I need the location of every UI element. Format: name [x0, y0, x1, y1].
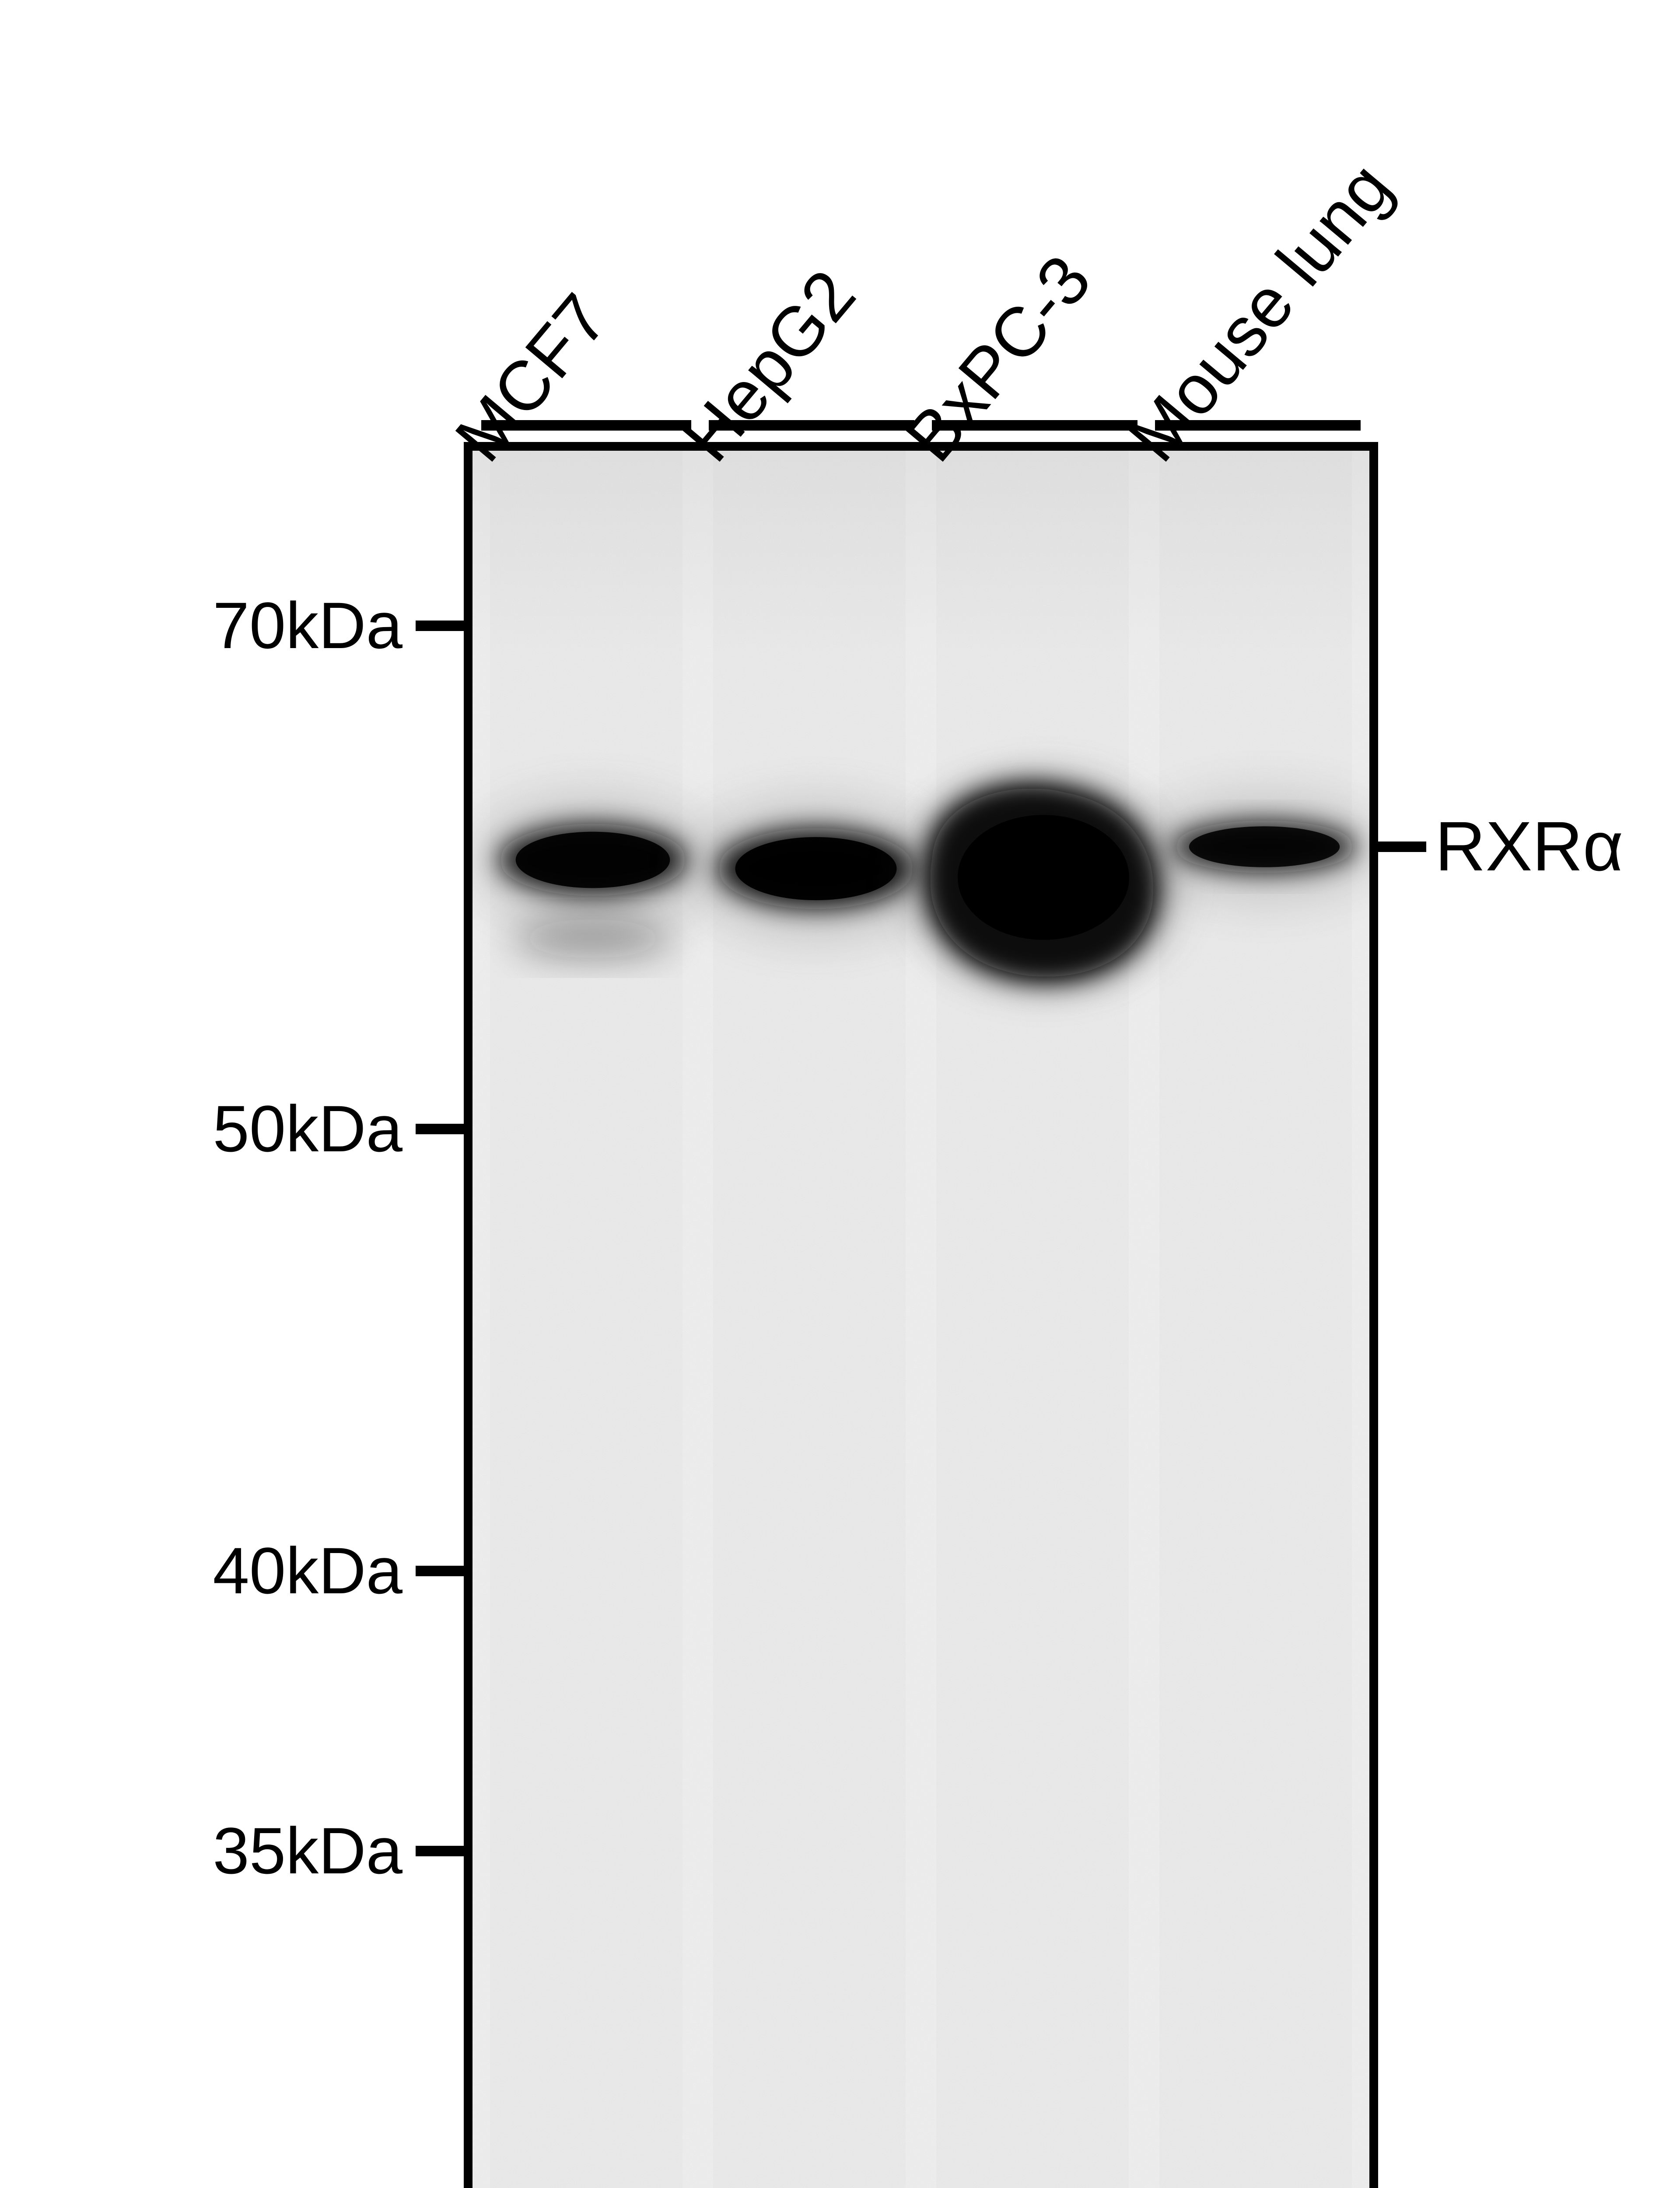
mw-tick-50kDa	[416, 1124, 464, 1134]
band-lane-2	[910, 781, 1177, 982]
blot-membrane-frame	[464, 442, 1378, 2188]
target-tick	[1378, 842, 1426, 852]
mw-tick-70kDa	[416, 621, 464, 631]
mw-marker-35kDa: 35kDa	[0, 1813, 402, 1889]
target-label: RXRα	[1435, 806, 1623, 887]
mw-marker-50kDa: 50kDa	[0, 1091, 402, 1167]
mw-tick-40kDa	[416, 1566, 464, 1576]
mw-marker-70kDa: 70kDa	[0, 588, 402, 663]
blot-membrane-svg	[472, 451, 1369, 2188]
figure-canvas: 70kDa50kDa40kDa35kDa25kDa MCF7HepG2BxPC-…	[0, 0, 1680, 2188]
lane-label-bxpc-3: BxPC-3	[890, 240, 1106, 477]
mw-marker-40kDa: 40kDa	[0, 1533, 402, 1609]
mw-tick-35kDa	[416, 1846, 464, 1856]
band-lane-1	[691, 802, 941, 936]
